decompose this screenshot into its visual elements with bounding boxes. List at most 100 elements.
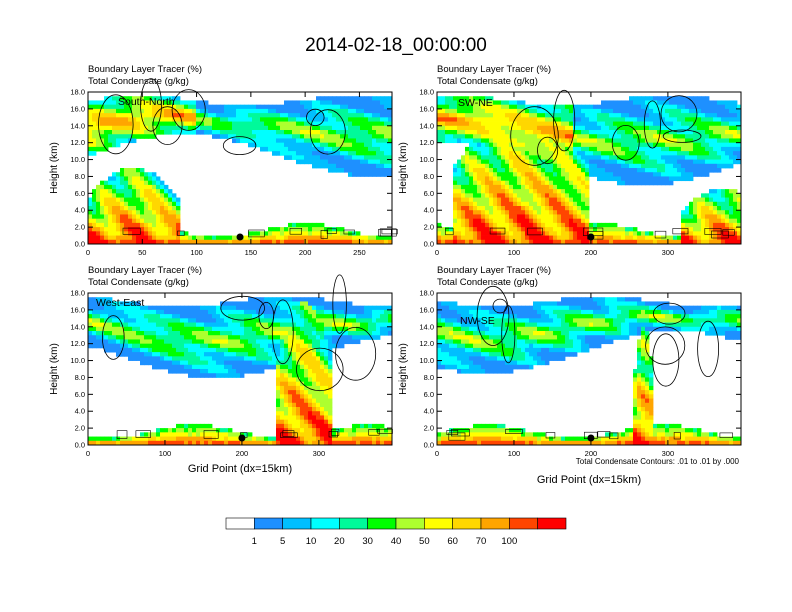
field-cell <box>244 432 249 437</box>
field-cell <box>493 100 498 106</box>
field-cell <box>465 159 470 165</box>
field-cell <box>180 369 185 374</box>
field-cell <box>104 108 109 114</box>
field-cell <box>372 121 377 127</box>
field-cell <box>176 113 181 118</box>
field-cell <box>653 113 658 118</box>
field-cell <box>164 436 169 442</box>
field-cell <box>256 352 261 357</box>
field-cell <box>200 343 205 349</box>
field-cell <box>605 163 610 169</box>
field-cell <box>244 331 249 336</box>
field-cell <box>717 151 722 156</box>
field-cell <box>284 100 289 106</box>
field-cell <box>529 168 534 173</box>
field-cell <box>565 146 570 152</box>
field-cell <box>657 100 662 106</box>
field-cell <box>228 104 233 110</box>
field-cell <box>465 146 470 152</box>
field-cell <box>356 113 361 118</box>
field-cell <box>637 96 642 101</box>
field-cell <box>196 423 201 429</box>
field-cell <box>104 235 109 241</box>
field-cell <box>192 100 197 106</box>
field-cell <box>116 210 121 215</box>
field-cell <box>665 235 670 241</box>
field-cell <box>733 239 738 245</box>
field-cell <box>96 331 101 336</box>
field-cell <box>693 218 698 224</box>
field-cell <box>132 180 137 186</box>
field-cell <box>605 104 610 110</box>
field-cell <box>641 176 646 182</box>
field-cell <box>216 440 221 446</box>
field-cell <box>601 138 606 144</box>
field-cell <box>721 125 726 131</box>
field-cell <box>308 436 313 442</box>
field-cell <box>172 314 177 319</box>
field-cell <box>625 180 630 186</box>
field-cell <box>649 138 654 144</box>
field-cell <box>529 189 534 194</box>
field-cell <box>88 222 93 228</box>
field-cell <box>621 134 626 139</box>
field-cell <box>493 180 498 186</box>
field-cell <box>256 239 261 245</box>
field-cell <box>92 326 97 332</box>
field-cell <box>116 117 121 122</box>
field-cell <box>593 163 598 169</box>
field-cell <box>132 335 137 340</box>
field-cell <box>597 222 602 228</box>
field-cell <box>380 125 385 131</box>
field-cell <box>565 159 570 165</box>
field-cell <box>288 117 293 122</box>
field-cell <box>324 121 329 127</box>
field-cell <box>441 125 446 131</box>
field-cell <box>236 301 241 307</box>
field-cell <box>721 163 726 169</box>
field-cell <box>689 172 694 177</box>
field-cell <box>469 231 474 236</box>
field-cell <box>649 151 654 156</box>
field-cell <box>292 121 297 127</box>
field-cell <box>525 138 530 144</box>
field-cell <box>340 96 345 101</box>
field-cell <box>328 138 333 144</box>
field-cell <box>140 326 145 332</box>
field-cell <box>733 193 738 198</box>
field-cell <box>300 423 305 429</box>
field-cell <box>561 214 566 220</box>
field-cell <box>292 231 297 236</box>
field-cell <box>457 235 462 241</box>
field-cell <box>208 318 213 323</box>
field-cell <box>136 318 141 323</box>
field-cell <box>288 134 293 139</box>
field-cell <box>248 235 253 241</box>
field-cell <box>236 314 241 319</box>
field-cell <box>445 108 450 114</box>
field-cell <box>497 138 502 144</box>
field-cell <box>232 364 237 370</box>
field-cell <box>372 172 377 177</box>
field-cell <box>100 222 105 228</box>
field-cell <box>312 297 317 302</box>
field-cell <box>709 108 714 114</box>
field-cell <box>300 301 305 307</box>
field-cell <box>589 130 594 135</box>
field-cell <box>244 436 249 442</box>
field-cell <box>621 155 626 160</box>
field-cell <box>585 201 590 207</box>
field-cell <box>252 130 257 135</box>
field-cell <box>453 222 458 228</box>
field-cell <box>481 113 486 118</box>
field-cell <box>156 125 161 131</box>
field-cell <box>184 125 189 131</box>
field-cell <box>196 322 201 328</box>
field-cell <box>597 113 602 118</box>
field-cell <box>380 130 385 135</box>
field-cell <box>553 218 558 224</box>
field-cell <box>545 176 550 182</box>
field-cell <box>609 155 614 160</box>
field-cell <box>569 180 574 186</box>
field-cell <box>128 96 133 101</box>
